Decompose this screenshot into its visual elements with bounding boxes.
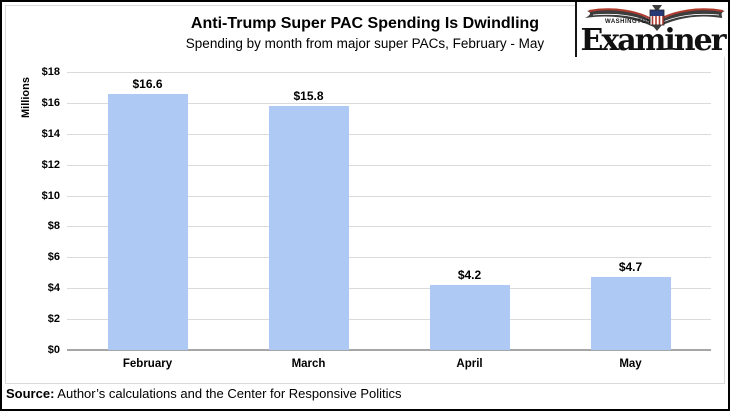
y-tick-label: $0 bbox=[47, 344, 60, 356]
bar-february bbox=[107, 93, 188, 350]
bar-may bbox=[590, 277, 671, 350]
gridline bbox=[67, 257, 711, 259]
y-tick-label: $16 bbox=[41, 96, 60, 109]
y-tick-label: $14 bbox=[41, 127, 60, 140]
x-axis-line bbox=[67, 349, 711, 351]
x-axis-label-april: April bbox=[456, 358, 483, 370]
x-axis-label-march: March bbox=[291, 358, 326, 370]
y-tick-label: $12 bbox=[41, 158, 60, 171]
chart-frame bbox=[5, 5, 725, 384]
y-tick-label: $8 bbox=[47, 220, 60, 233]
gridline bbox=[67, 164, 711, 166]
gridline bbox=[67, 288, 711, 290]
eagle-icon: WASHINGTON bbox=[585, 5, 725, 31]
x-axis-label-may: May bbox=[619, 358, 642, 370]
bar-value-label: $4.7 bbox=[618, 260, 643, 275]
bar-value-label: $15.8 bbox=[293, 88, 324, 103]
washington-examiner-logo: WASHINGTON Examiner bbox=[575, 2, 728, 57]
gridline bbox=[67, 319, 711, 321]
logo-washington-text: WASHINGTON bbox=[605, 19, 651, 25]
gridline bbox=[67, 226, 711, 228]
y-tick-label: $6 bbox=[47, 251, 60, 264]
source-line: Source: Author’s calculations and the Ce… bbox=[6, 386, 706, 402]
y-tick-label: $4 bbox=[47, 282, 60, 295]
logo-wordmark: Examiner bbox=[580, 23, 726, 58]
source-label: Source: bbox=[6, 386, 55, 401]
chart-subtitle: Spending by month from major super PACs,… bbox=[185, 36, 545, 51]
bar-march bbox=[268, 105, 349, 350]
y-tick-label: $10 bbox=[41, 189, 60, 202]
bar-value-label: $4.2 bbox=[457, 268, 482, 283]
y-tick-label: $18 bbox=[41, 66, 60, 78]
bar-april bbox=[429, 285, 510, 350]
x-axis-label-february: February bbox=[122, 358, 173, 370]
gridline bbox=[67, 72, 711, 73]
gridline bbox=[67, 133, 711, 135]
gridline bbox=[67, 195, 711, 197]
source-text: Author’s calculations and the Center for… bbox=[54, 386, 402, 401]
bar-value-label: $16.6 bbox=[132, 76, 163, 91]
y-tick-label: $2 bbox=[47, 313, 60, 326]
chart-title: Anti-Trump Super PAC Spending Is Dwindli… bbox=[190, 15, 540, 32]
plot-area: $16.6 $15.8 $4.2 $4.7 bbox=[67, 72, 711, 351]
gridline bbox=[67, 102, 711, 104]
